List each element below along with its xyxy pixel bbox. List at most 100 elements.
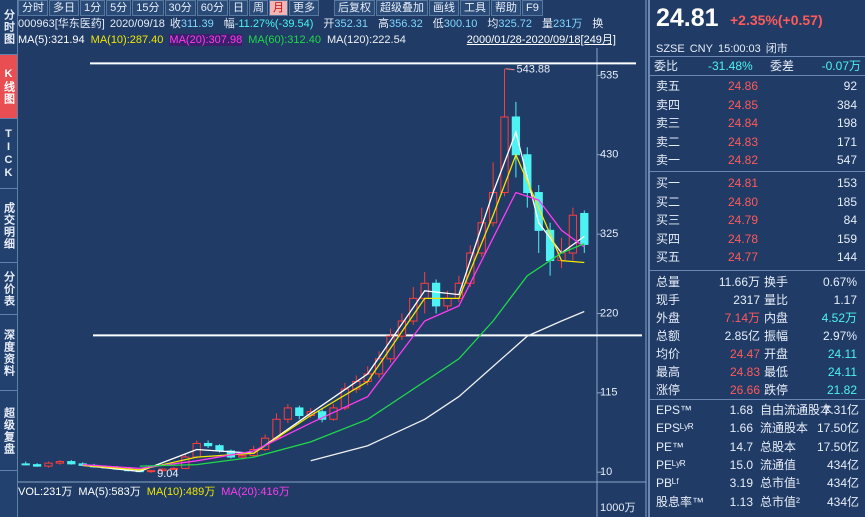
quote-cell: 委比 (654, 59, 679, 73)
ma-line (82, 153, 585, 471)
quote-cell: 434亿 (826, 494, 859, 509)
volume-label: MA(20):416万 (221, 486, 290, 498)
quote-cell: 卖三 (656, 116, 681, 130)
info-item: 低300.10 (433, 18, 483, 30)
info-label: 幅 (223, 18, 235, 30)
candle-body (44, 462, 53, 467)
quote-cell: 24.77 (728, 250, 759, 264)
period-button[interactable]: 1分 (80, 0, 106, 16)
side-tab[interactable]: 分价表 (0, 263, 17, 315)
candle-body (500, 116, 509, 194)
y-tick-label: 115 (600, 387, 618, 399)
candle-body (32, 464, 42, 467)
quote-cell: 跌停 (764, 383, 789, 397)
y-tick-label: 430 (600, 149, 618, 161)
tool-button[interactable]: 帮助 (491, 0, 521, 16)
candle-body (374, 358, 384, 375)
quote-cell: 15.0 (729, 457, 753, 472)
tool-button[interactable]: F9 (522, 0, 543, 16)
quote-cell: 3.19 (729, 476, 753, 491)
quote-cell: PBᴸᶠ (656, 476, 679, 491)
candle-body (21, 463, 30, 466)
period-button[interactable]: 60分 (196, 0, 228, 16)
quote-cell: 开盘 (764, 347, 789, 361)
low-annotation: 9.04 (157, 468, 178, 480)
price-change: +2.35%(+0.57) (730, 12, 823, 28)
quote-cell: PEᴸʸᴿ (656, 457, 686, 472)
info-item: 幅-11.27%(-39.54) (224, 18, 319, 30)
volume-legend: VOL:231万 MA(5):583万 MA(10):489万 MA(20):416万 (18, 485, 296, 499)
quote-cell: EPS™ (656, 403, 693, 417)
candle-body (511, 116, 521, 156)
quote-row: PBᴸᶠ 3.19 总市值¹ 434亿 (650, 474, 863, 492)
period-button[interactable]: 5分 (106, 0, 132, 16)
divider (650, 75, 865, 76)
tool-button[interactable]: 后复权 (334, 0, 375, 16)
quote-row: 均价 24.47 开盘 24.11 (650, 345, 863, 363)
tool-button[interactable]: 画线 (429, 0, 459, 16)
candle-body (203, 442, 213, 447)
period-button[interactable]: 月 (269, 0, 288, 16)
quote-cell: 24.83 (728, 134, 759, 149)
last-price: 24.81 (656, 4, 719, 32)
side-tab[interactable]: 超级复盘 (0, 391, 17, 471)
legend-entry: MA(5):321.94 (18, 34, 85, 46)
side-tab[interactable]: 成交明细 (0, 189, 17, 263)
quote-cell: 24.83 (729, 365, 760, 379)
quote-cell: 14.7 (729, 439, 753, 454)
volume-label: VOL:231万 (18, 486, 73, 498)
candle-body (295, 407, 304, 416)
quote-cell: 内盘 (764, 311, 789, 325)
side-tab[interactable]: K线图 (0, 55, 17, 119)
quote-cell: -31.48% (708, 59, 753, 73)
quote-cell: 均价 (656, 347, 681, 361)
quote-cell: 17.50亿 (816, 439, 859, 454)
period-button[interactable]: 周 (249, 0, 268, 16)
quote-cell: 流通股本 (760, 421, 809, 436)
period-button[interactable]: 日 (229, 0, 248, 16)
quote-cell: 92 (843, 79, 857, 93)
quote-panel: 24.81 +2.35%(+0.57) SZSE CNY 15:00:03 闭市 委比… (648, 0, 865, 517)
quote-cell: 4.52万 (821, 311, 857, 325)
quote-cell: 最高 (656, 365, 681, 379)
quote-row: 买一 24.81 153 (650, 174, 863, 192)
quote-cell: 2.85亿 (724, 329, 760, 343)
period-button[interactable]: 更多 (289, 0, 319, 16)
quote-cell: 股息率™ (656, 494, 705, 509)
candle-body (146, 470, 156, 473)
quote-cell: 0.67% (822, 275, 857, 289)
period-button[interactable]: 30分 (164, 0, 196, 16)
period-button[interactable]: 多日 (49, 0, 79, 16)
info-label: 量 (542, 18, 554, 30)
tool-button[interactable]: 超级叠加 (376, 0, 428, 16)
y-tick-label: 325 (600, 228, 618, 240)
volume-label: MA(10):489万 (146, 486, 216, 498)
stock-code: 000963[华东医药] (18, 18, 105, 30)
quote-cell: 总量 (656, 275, 681, 289)
quote-cell: 总额 (656, 329, 681, 343)
candle-body (67, 461, 76, 465)
info-value: 311.39 (180, 18, 214, 30)
quote-row: 股息率™ 1.13 总市值² 434亿 (650, 493, 863, 511)
period-button[interactable]: 15分 (132, 0, 164, 16)
quote-cell: 24.82 (728, 153, 759, 167)
quote-cell: 现手 (656, 293, 681, 307)
side-tab[interactable]: TICK (0, 119, 17, 189)
info-item: 高356.32 (378, 18, 428, 30)
period-button[interactable]: 分时 (18, 0, 48, 16)
side-tab[interactable]: 分时图 (0, 0, 17, 55)
quote-cell: 434亿 (826, 476, 859, 491)
quote-cell: 卖五 (656, 79, 681, 93)
side-tab[interactable]: 深度资料 (0, 315, 17, 391)
quote-cell: 24.78 (728, 231, 759, 246)
quote-cell: 卖一 (656, 153, 681, 167)
quote-cell: 买二 (656, 194, 681, 209)
info-row: 000963[华东医药] 2020/09/18 收311.39 幅-11.27%(-3… (18, 17, 608, 32)
quote-cell: 1.66 (729, 421, 753, 436)
info-value: -11.27%(-39.54) (234, 18, 314, 30)
quote-cell: 547 (836, 153, 857, 167)
tool-button[interactable]: 工具 (460, 0, 490, 16)
quote-row: 委比 -31.48% 委差 -0.07万 (650, 57, 863, 75)
quote-row: 涨停 26.66 跌停 21.82 (650, 381, 863, 399)
quote-row: 卖四 24.85 384 (650, 96, 863, 114)
